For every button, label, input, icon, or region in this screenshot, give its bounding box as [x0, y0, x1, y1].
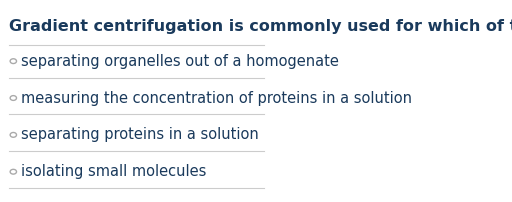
- Text: isolating small molecules: isolating small molecules: [22, 164, 207, 179]
- Text: separating organelles out of a homogenate: separating organelles out of a homogenat…: [22, 54, 339, 69]
- Text: separating proteins in a solution: separating proteins in a solution: [22, 127, 259, 142]
- Text: measuring the concentration of proteins in a solution: measuring the concentration of proteins …: [22, 90, 412, 105]
- Text: Gradient centrifugation is commonly used for which of the following?: Gradient centrifugation is commonly used…: [9, 19, 512, 34]
